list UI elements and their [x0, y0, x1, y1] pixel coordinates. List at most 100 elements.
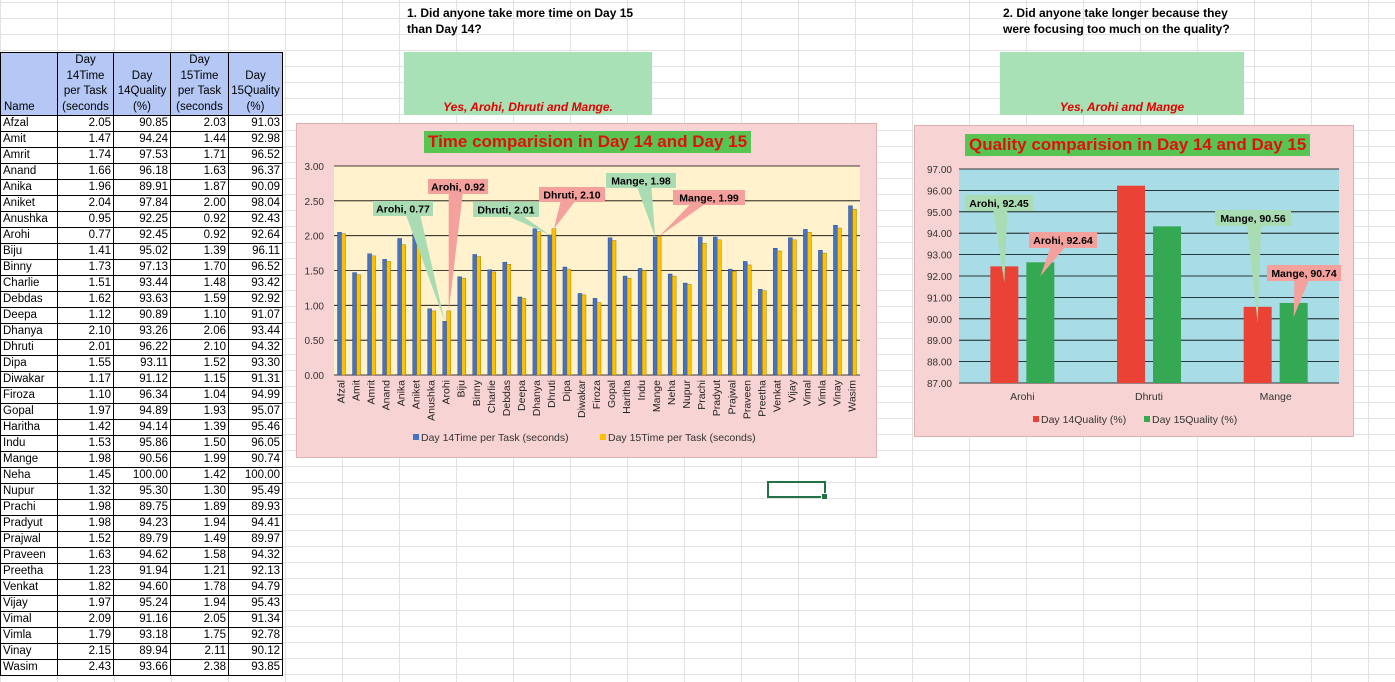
- value-cell[interactable]: 1.30: [170, 483, 229, 500]
- name-cell[interactable]: Anand: [0, 163, 58, 180]
- name-cell[interactable]: Gopal: [0, 403, 58, 420]
- value-cell[interactable]: 1.45: [57, 467, 114, 484]
- value-cell[interactable]: 90.89: [113, 307, 171, 324]
- value-cell[interactable]: 96.22: [113, 339, 171, 356]
- value-cell[interactable]: 94.23: [113, 515, 171, 532]
- value-cell[interactable]: 1.62: [57, 291, 114, 308]
- value-cell[interactable]: 1.10: [170, 307, 229, 324]
- value-cell[interactable]: 1.41: [57, 243, 114, 260]
- name-cell[interactable]: Indu: [0, 435, 58, 452]
- value-cell[interactable]: 95.86: [113, 435, 171, 452]
- value-cell[interactable]: 1.48: [170, 275, 229, 292]
- name-cell[interactable]: Vinay: [0, 643, 58, 660]
- value-cell[interactable]: 92.13: [228, 563, 283, 580]
- value-cell[interactable]: 91.31: [228, 371, 283, 388]
- value-cell[interactable]: 1.59: [170, 291, 229, 308]
- value-cell[interactable]: 0.95: [57, 211, 114, 228]
- value-cell[interactable]: 2.04: [57, 195, 114, 212]
- value-cell[interactable]: 94.41: [228, 515, 283, 532]
- fill-handle[interactable]: [821, 493, 828, 500]
- name-cell[interactable]: Dhanya: [0, 323, 58, 340]
- value-cell[interactable]: 91.03: [228, 115, 283, 132]
- value-cell[interactable]: 1.70: [170, 259, 229, 276]
- value-cell[interactable]: 95.02: [113, 243, 171, 260]
- value-cell[interactable]: 1.52: [170, 355, 229, 372]
- time-chart[interactable]: Time comparision in Day 14 and Day 15 0.…: [296, 123, 877, 458]
- value-cell[interactable]: 1.73: [57, 259, 114, 276]
- value-cell[interactable]: 1.96: [57, 179, 114, 196]
- value-cell[interactable]: 1.94: [170, 515, 229, 532]
- name-cell[interactable]: Vijay: [0, 595, 58, 612]
- value-cell[interactable]: 2.01: [57, 339, 114, 356]
- value-cell[interactable]: 1.42: [170, 467, 229, 484]
- value-cell[interactable]: 89.93: [228, 499, 283, 516]
- value-cell[interactable]: 89.75: [113, 499, 171, 516]
- value-cell[interactable]: 1.51: [57, 275, 114, 292]
- answer-1[interactable]: Yes, Arohi, Dhruti and Mange.: [404, 52, 652, 115]
- value-cell[interactable]: 95.43: [228, 595, 283, 612]
- value-cell[interactable]: 91.07: [228, 307, 283, 324]
- value-cell[interactable]: 98.04: [228, 195, 283, 212]
- value-cell[interactable]: 97.84: [113, 195, 171, 212]
- name-cell[interactable]: Dhruti: [0, 339, 58, 356]
- name-cell[interactable]: Arohi: [0, 227, 58, 244]
- header-day15-quality[interactable]: Day 15Quality (%): [228, 52, 283, 116]
- value-cell[interactable]: 2.00: [170, 195, 229, 212]
- value-cell[interactable]: 92.45: [113, 227, 171, 244]
- value-cell[interactable]: 94.24: [113, 131, 171, 148]
- value-cell[interactable]: 100.00: [113, 467, 171, 484]
- value-cell[interactable]: 1.98: [57, 451, 114, 468]
- value-cell[interactable]: 2.10: [170, 339, 229, 356]
- value-cell[interactable]: 96.37: [228, 163, 283, 180]
- value-cell[interactable]: 1.75: [170, 627, 229, 644]
- value-cell[interactable]: 1.82: [57, 579, 114, 596]
- value-cell[interactable]: 100.00: [228, 467, 283, 484]
- name-cell[interactable]: Amrit: [0, 147, 58, 164]
- value-cell[interactable]: 93.44: [228, 323, 283, 340]
- answer-2[interactable]: Yes, Arohi and Mange: [1000, 52, 1244, 115]
- value-cell[interactable]: 1.63: [170, 163, 229, 180]
- value-cell[interactable]: 94.79: [228, 579, 283, 596]
- value-cell[interactable]: 1.94: [170, 595, 229, 612]
- value-cell[interactable]: 1.98: [57, 499, 114, 516]
- value-cell[interactable]: 2.05: [170, 611, 229, 628]
- value-cell[interactable]: 93.26: [113, 323, 171, 340]
- header-name[interactable]: Name: [0, 52, 58, 116]
- value-cell[interactable]: 90.56: [113, 451, 171, 468]
- value-cell[interactable]: 94.60: [113, 579, 171, 596]
- name-cell[interactable]: Biju: [0, 243, 58, 260]
- value-cell[interactable]: 1.78: [170, 579, 229, 596]
- value-cell[interactable]: 91.34: [228, 611, 283, 628]
- name-cell[interactable]: Vimal: [0, 611, 58, 628]
- value-cell[interactable]: 1.97: [57, 595, 114, 612]
- value-cell[interactable]: 89.79: [113, 531, 171, 548]
- value-cell[interactable]: 1.97: [57, 403, 114, 420]
- name-cell[interactable]: Anika: [0, 179, 58, 196]
- value-cell[interactable]: 1.93: [170, 403, 229, 420]
- value-cell[interactable]: 93.30: [228, 355, 283, 372]
- header-day14-quality[interactable]: Day 14Quality (%): [113, 52, 171, 116]
- name-cell[interactable]: Prachi: [0, 499, 58, 516]
- value-cell[interactable]: 2.06: [170, 323, 229, 340]
- value-cell[interactable]: 1.10: [57, 387, 114, 404]
- value-cell[interactable]: 90.12: [228, 643, 283, 660]
- name-cell[interactable]: Nupur: [0, 483, 58, 500]
- value-cell[interactable]: 97.13: [113, 259, 171, 276]
- value-cell[interactable]: 1.71: [170, 147, 229, 164]
- question-2[interactable]: 2. Did anyone take longer because they w…: [1003, 6, 1230, 36]
- value-cell[interactable]: 2.43: [57, 659, 114, 676]
- value-cell[interactable]: 2.15: [57, 643, 114, 660]
- name-cell[interactable]: Neha: [0, 467, 58, 484]
- name-cell[interactable]: Vimla: [0, 627, 58, 644]
- name-cell[interactable]: Debdas: [0, 291, 58, 308]
- value-cell[interactable]: 1.23: [57, 563, 114, 580]
- value-cell[interactable]: 1.12: [57, 307, 114, 324]
- name-cell[interactable]: Binny: [0, 259, 58, 276]
- name-cell[interactable]: Afzal: [0, 115, 58, 132]
- value-cell[interactable]: 92.78: [228, 627, 283, 644]
- name-cell[interactable]: Charlie: [0, 275, 58, 292]
- value-cell[interactable]: 1.98: [57, 515, 114, 532]
- value-cell[interactable]: 1.89: [170, 499, 229, 516]
- name-cell[interactable]: Pradyut: [0, 515, 58, 532]
- value-cell[interactable]: 97.53: [113, 147, 171, 164]
